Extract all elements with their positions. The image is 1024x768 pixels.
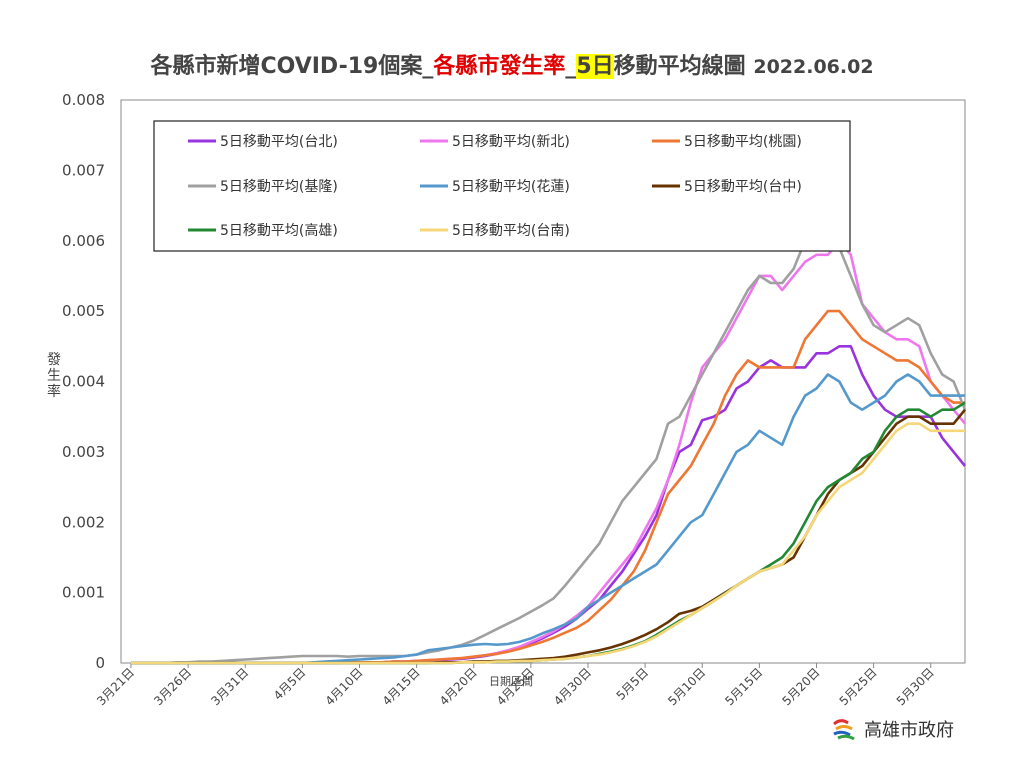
title-part2: 各縣市發生率 bbox=[433, 54, 566, 79]
kaohsiung-logo-icon bbox=[833, 719, 855, 740]
y-tick-label: 0.008 bbox=[62, 91, 105, 109]
x-tick-label: 5月25日 bbox=[837, 665, 880, 708]
series-line-0 bbox=[131, 344, 967, 665]
chart-title: 各縣市新增COVID-19個案_各縣市發生率_5日移動平均線圖 2022.06.… bbox=[0, 48, 1024, 80]
x-tick-label: 4月25日 bbox=[494, 665, 537, 708]
x-tick-label: 4月5日 bbox=[271, 665, 309, 703]
y-tick-label: 0.003 bbox=[62, 443, 105, 461]
title-part3: _ bbox=[565, 54, 577, 79]
legend: 5日移動平均(台北) 5日移動平均(新北) 5日移動平均(桃園) 5日移動平均(基隆)… bbox=[153, 120, 851, 252]
title-part5: 移動平均線圖 bbox=[613, 54, 746, 79]
legend-entry-0: 5日移動平均(台北) bbox=[220, 134, 338, 150]
y-tick-label: 0.007 bbox=[62, 161, 105, 179]
x-tick-label: 4月10日 bbox=[323, 665, 366, 708]
series-line-3 bbox=[131, 239, 967, 665]
title-part4: 5日 bbox=[576, 54, 614, 79]
series-line-6 bbox=[131, 401, 966, 665]
x-tick-label: 5月30日 bbox=[894, 665, 937, 708]
y-tick-label: 0.001 bbox=[62, 584, 105, 602]
legend-entry-7: 5日移動平均(台南) bbox=[452, 223, 570, 239]
legend-box bbox=[153, 120, 851, 252]
series-line-4 bbox=[131, 373, 965, 665]
x-tick-label: 4月20日 bbox=[437, 665, 480, 708]
legend-entry-2: 5日移動平均(桃園) bbox=[684, 134, 802, 150]
y-tick-label: 0.002 bbox=[62, 513, 105, 531]
y-tick-label: 0.004 bbox=[62, 373, 105, 391]
org-logo: 高雄市政府 bbox=[832, 716, 954, 742]
legend-entry-4: 5日移動平均(花蓮) bbox=[452, 179, 570, 195]
series-line-5 bbox=[131, 408, 967, 665]
x-tick-label: 5月10日 bbox=[665, 665, 708, 708]
y-tick-label: 0.006 bbox=[62, 232, 105, 250]
series-line-1 bbox=[131, 239, 967, 665]
series-line-7 bbox=[131, 422, 965, 665]
title-date: 2022.06.02 bbox=[753, 56, 874, 78]
y-axis-label: 發生率 bbox=[47, 352, 61, 400]
title-part1: 各縣市新增COVID-19個案_ bbox=[150, 54, 434, 79]
plot-area-border bbox=[120, 99, 966, 664]
x-tick-label: 4月15日 bbox=[380, 665, 423, 708]
y-tick-label: 0 bbox=[95, 654, 105, 672]
legend-entry-1: 5日移動平均(新北) bbox=[452, 134, 570, 150]
series-lines bbox=[131, 239, 967, 665]
y-tick-label: 0.005 bbox=[62, 302, 105, 320]
org-name: 高雄市政府 bbox=[864, 720, 954, 741]
x-tick-label: 5月20日 bbox=[780, 665, 823, 708]
x-tick-label: 4月30日 bbox=[551, 665, 594, 708]
x-tick-label: 3月26日 bbox=[151, 665, 194, 708]
x-tick-label: 3月31日 bbox=[208, 665, 251, 708]
legend-entry-6: 5日移動平均(高雄) bbox=[220, 222, 338, 239]
x-tick-label: 5月15日 bbox=[722, 665, 765, 708]
legend-entry-5: 5日移動平均(台中) bbox=[684, 179, 802, 195]
legend-entry-3: 5日移動平均(基隆) bbox=[220, 178, 338, 195]
x-axis-label: 日期區間 bbox=[489, 675, 533, 688]
x-tick-label: 5月5日 bbox=[614, 665, 652, 703]
